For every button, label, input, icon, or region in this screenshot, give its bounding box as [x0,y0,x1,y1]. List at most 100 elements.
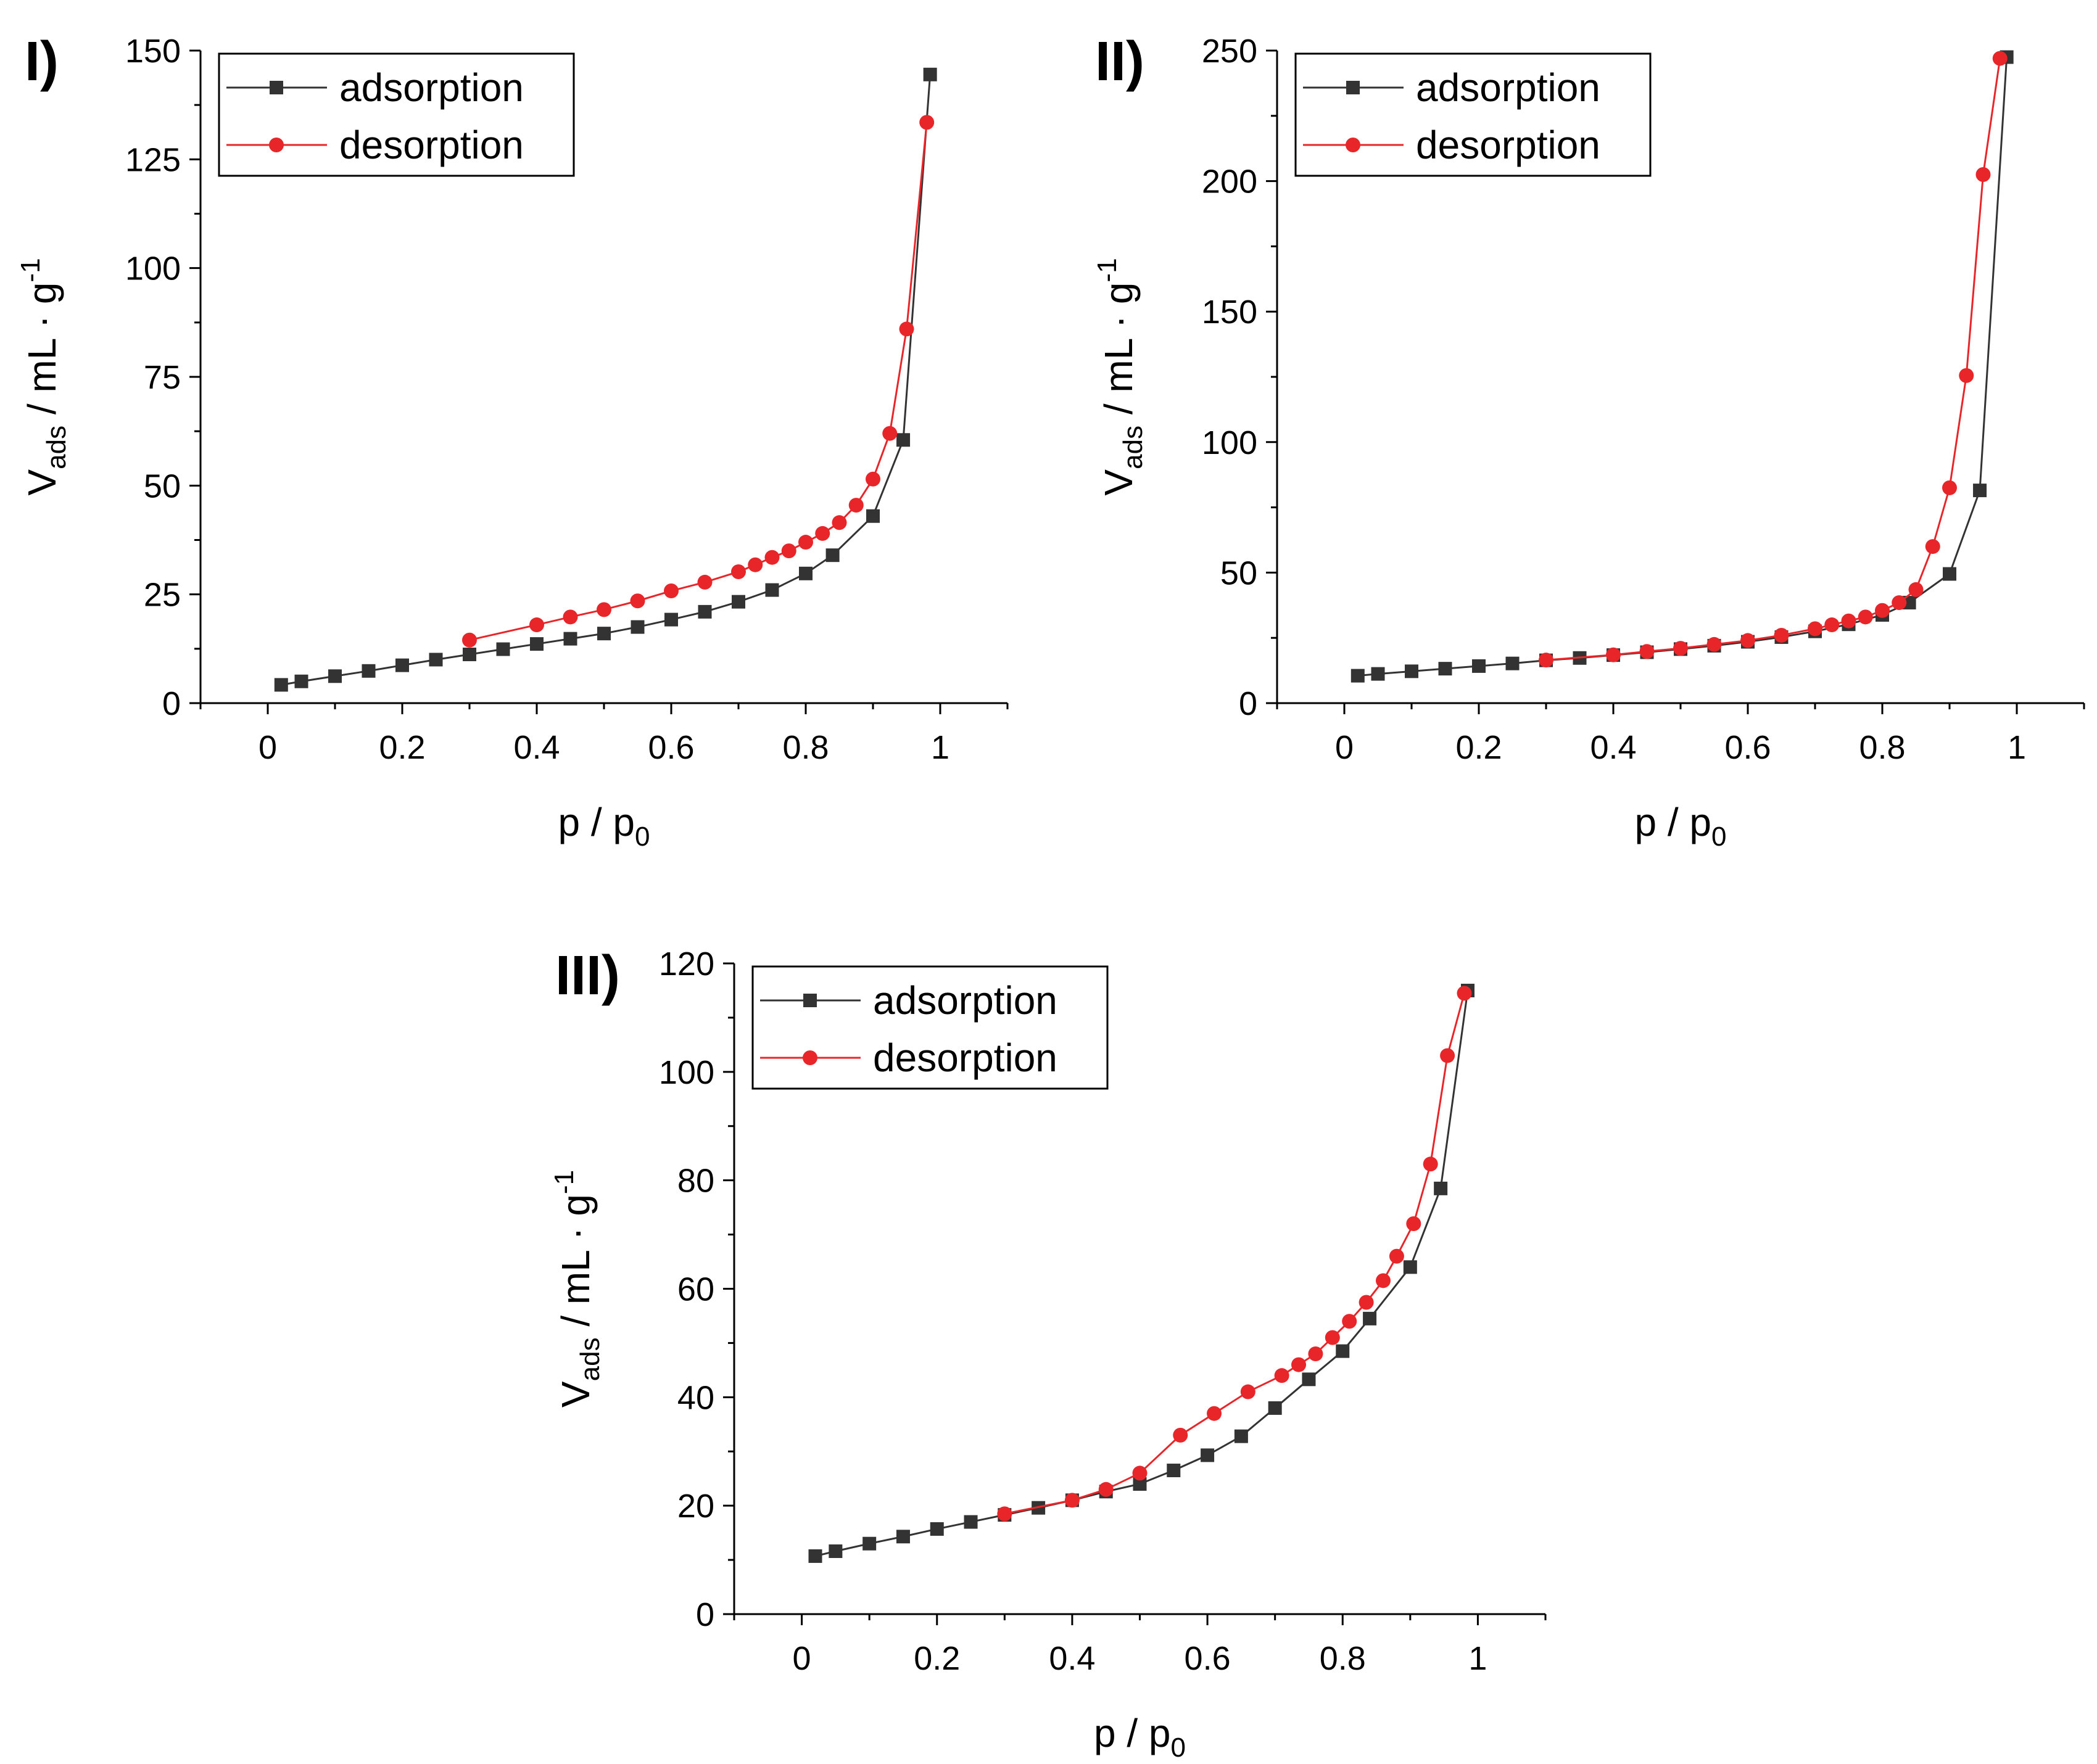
y-tick-label: 0 [1239,685,1257,722]
y-tick-label: 50 [144,468,181,505]
desorption-point [1240,1384,1255,1399]
legend-label-desorption: desorption [1416,123,1600,167]
desorption-point [832,515,847,530]
x-tick-label: 0.2 [914,1640,960,1677]
y-tick-label: 0 [696,1596,714,1633]
adsorption-point [362,664,376,678]
adsorption-point [1973,484,1987,498]
legend-label-adsorption: adsorption [339,65,524,110]
adsorption-point [1902,596,1916,610]
desorption-point [1673,641,1688,656]
adsorption-point [1336,1344,1350,1358]
desorption-point [1892,595,1907,611]
desorption-point [1342,1314,1357,1329]
adsorption-point [328,669,342,683]
legend-marker-desorption [803,1050,817,1065]
y-tick-label: 125 [125,141,181,178]
desorption-point [1639,644,1655,659]
desorption-point [764,550,780,565]
adsorption-point [1371,667,1385,681]
desorption-point [563,609,578,625]
desorption-point [529,617,544,633]
adsorption-point [395,658,409,672]
y-tick-label: 150 [125,33,181,70]
desorption-point [1325,1330,1340,1345]
adsorption-point [1505,656,1520,670]
adsorption-point [563,632,577,646]
x-tick-label: 0 [1335,729,1354,766]
desorption-point [899,321,914,337]
y-tick-label: 250 [1202,33,1257,70]
desorption-point [1440,1048,1455,1063]
y-tick-label: 25 [144,577,181,614]
adsorption-point [862,1536,877,1551]
adsorption-point [866,509,880,523]
legend: adsorption desorption [751,965,1109,1090]
y-tick-label: 75 [144,359,181,396]
x-tick-label: 0.8 [782,729,829,766]
x-tick-label: 0.4 [513,729,560,766]
x-tick-label: 0.4 [1049,1640,1095,1677]
desorption-point [1423,1156,1438,1172]
x-tick-label: 0.6 [1185,1640,1231,1677]
desorption-point [664,583,679,599]
desorption-point [1959,368,1974,383]
desorption-point [731,564,746,579]
x-axis-title: p / p0 [558,800,650,852]
adsorption-point [496,642,510,656]
adsorption-point [463,648,476,662]
x-tick-label: 0.8 [1859,729,1905,766]
desorption-point [919,115,935,130]
adsorption-point [964,1515,978,1529]
desorption-point [1389,1248,1404,1264]
y-tick-label: 150 [1202,294,1257,331]
desorption-point [462,632,477,648]
adsorption-point [1268,1401,1282,1415]
adsorption-point [799,566,813,580]
desorption-point [1975,167,1991,183]
y-tick-label: 80 [677,1163,714,1200]
desorption-point [597,602,611,617]
adsorption-point [930,1522,944,1536]
legend-marker-adsorption [270,81,283,94]
x-axis-title: p / p0 [1094,1711,1186,1763]
desorption-point [1908,582,1924,597]
adsorption-point [825,548,840,563]
legend-marker-adsorption [1346,81,1360,94]
adsorption-point [1201,1448,1215,1462]
desorption-point [1406,1216,1421,1231]
legend-marker-desorption [269,138,284,152]
adsorption-point [1434,1181,1448,1195]
x-tick-label: 0.6 [648,729,694,766]
desorption-point [1457,986,1472,1001]
adsorption-point [829,1544,843,1559]
desorption-point [1064,1493,1080,1508]
y-tick-label: 120 [659,946,714,983]
adsorption-point [1438,662,1452,676]
desorption-point [1173,1427,1188,1443]
y-axis-title: Vads / mL · g-1 [1092,258,1148,495]
x-tick-label: 1 [1468,1640,1487,1677]
adsorption-point [597,627,611,641]
legend: adsorption desorption [1294,52,1652,177]
desorption-point [1539,653,1553,668]
legend: adsorption desorption [218,52,575,177]
adsorption-point [664,612,678,627]
adsorption-point [1302,1372,1316,1387]
legend-marker-adsorption [803,994,817,1007]
desorption-point [1925,539,1940,554]
desorption-point [1740,633,1755,648]
desorption-point [1359,1295,1374,1310]
panel-label: II) [1095,31,1144,93]
adsorption-point [274,678,288,692]
adsorption-point [429,653,443,667]
desorption-point [848,498,864,513]
x-tick-label: 1 [2008,729,2026,766]
desorption-point [1274,1368,1289,1383]
desorption-point [1132,1465,1148,1481]
adsorption-point [1405,664,1418,678]
desorption-line [469,122,928,641]
adsorption-point [765,583,779,597]
legend-label-adsorption: adsorption [873,978,1057,1023]
